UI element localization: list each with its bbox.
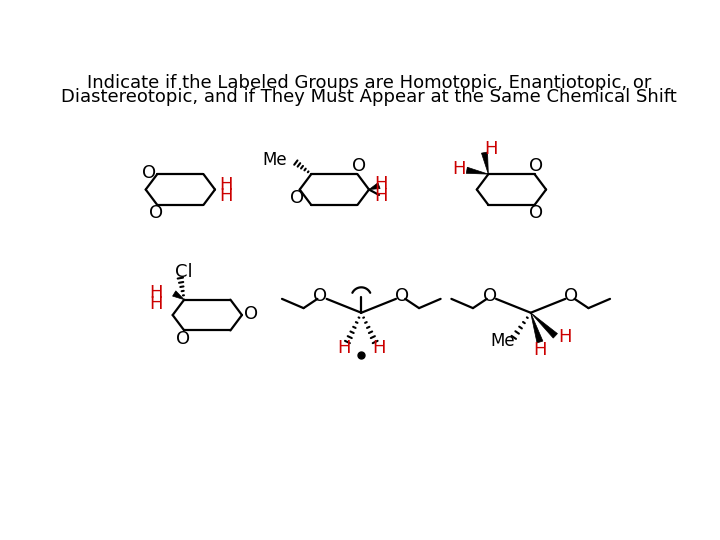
Text: H: H [372, 339, 386, 357]
Text: H: H [150, 295, 163, 313]
Polygon shape [369, 183, 380, 190]
Text: O: O [244, 305, 258, 322]
Text: O: O [483, 287, 497, 305]
Polygon shape [531, 313, 557, 338]
Text: Me: Me [490, 332, 516, 350]
Text: H: H [484, 140, 498, 159]
Polygon shape [531, 313, 543, 343]
Text: O: O [395, 287, 409, 305]
Text: H: H [374, 187, 388, 206]
Text: Indicate if the Labeled Groups are Homotopic, Enantiotopic, or: Indicate if the Labeled Groups are Homot… [87, 75, 651, 92]
Text: Diastereotopic, and if They Must Appear at the Same Chemical Shift: Diastereotopic, and if They Must Appear … [61, 88, 677, 106]
Text: O: O [529, 205, 543, 222]
Text: H: H [337, 339, 351, 357]
Text: H: H [452, 160, 466, 178]
Text: Me: Me [262, 151, 287, 169]
Text: O: O [143, 164, 157, 181]
Polygon shape [482, 152, 488, 174]
Text: H: H [219, 176, 233, 194]
Text: H: H [534, 341, 546, 359]
Polygon shape [173, 291, 184, 300]
Text: Cl: Cl [176, 263, 193, 281]
Text: O: O [313, 287, 328, 305]
Polygon shape [467, 167, 488, 174]
Text: H: H [219, 187, 233, 205]
Text: O: O [352, 157, 366, 174]
Text: O: O [148, 204, 163, 221]
Text: O: O [290, 189, 305, 207]
Text: H: H [374, 175, 388, 193]
Text: O: O [176, 330, 190, 348]
Text: O: O [529, 157, 543, 174]
Text: H: H [150, 285, 163, 302]
Text: H: H [558, 328, 572, 346]
Text: O: O [564, 287, 579, 305]
